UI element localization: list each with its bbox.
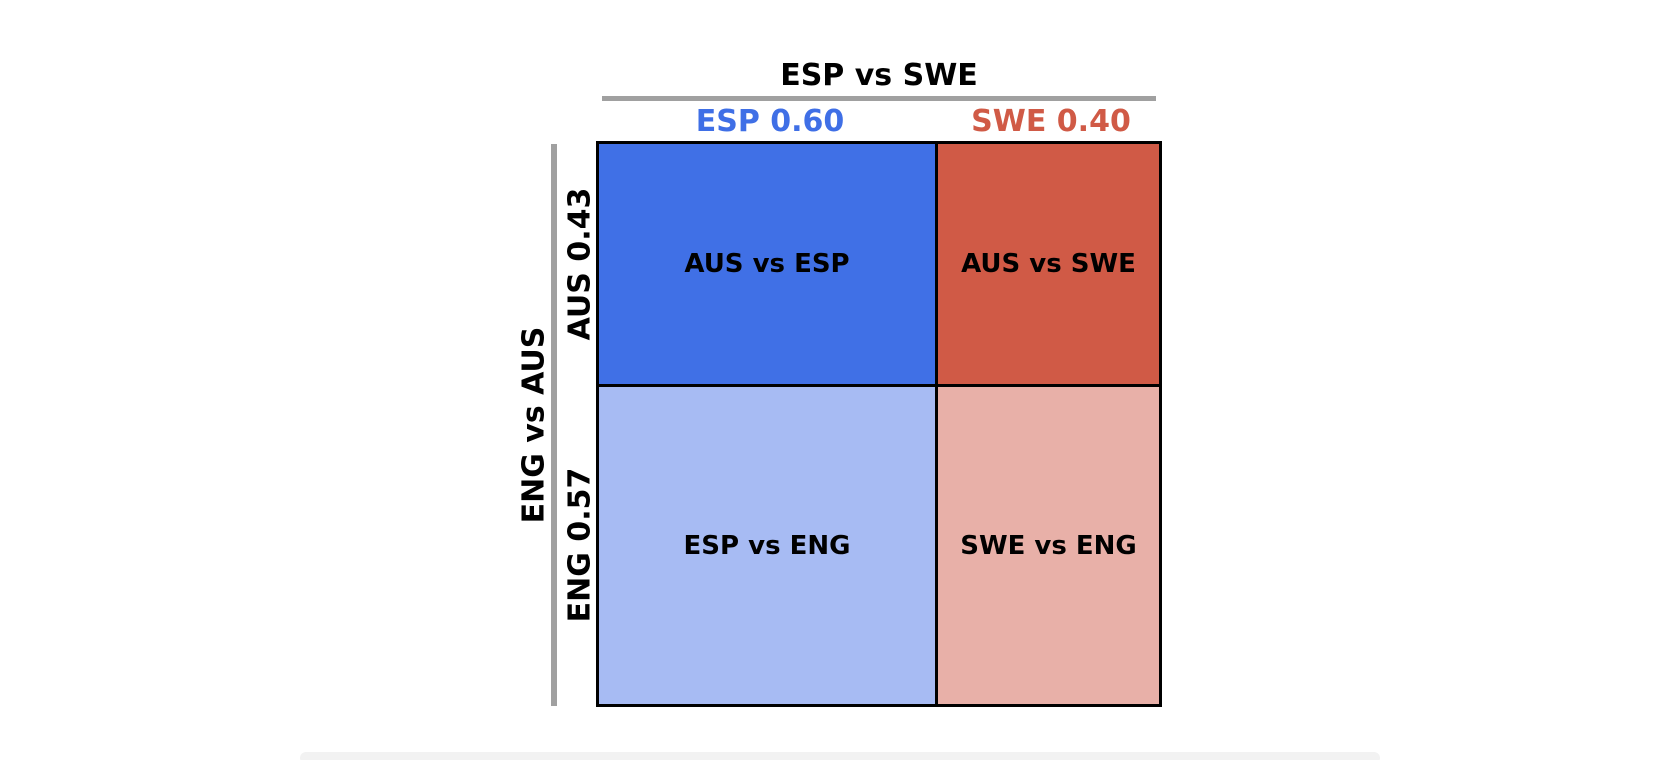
- column-match-title: ESP vs SWE: [780, 58, 978, 93]
- row-option-eng: ENG 0.57: [562, 467, 598, 623]
- cell-aus-vs-swe: AUS vs SWE: [938, 144, 1159, 384]
- column-option-esp: ESP 0.60: [695, 104, 845, 139]
- row-match-title: ENG vs AUS: [516, 326, 552, 524]
- column-header-rule: [602, 96, 1156, 101]
- column-option-swe: SWE 0.40: [971, 104, 1131, 139]
- row-header-rule: [551, 144, 557, 706]
- cell-aus-vs-esp: AUS vs ESP: [599, 144, 935, 384]
- footer-panel: [300, 752, 1380, 760]
- cell-swe-vs-eng: SWE vs ENG: [938, 387, 1159, 704]
- outcome-grid: AUS vs ESP AUS vs SWE ESP vs ENG SWE vs …: [596, 141, 1162, 707]
- row-option-aus: AUS 0.43: [562, 187, 598, 341]
- cell-esp-vs-eng: ESP vs ENG: [599, 387, 935, 704]
